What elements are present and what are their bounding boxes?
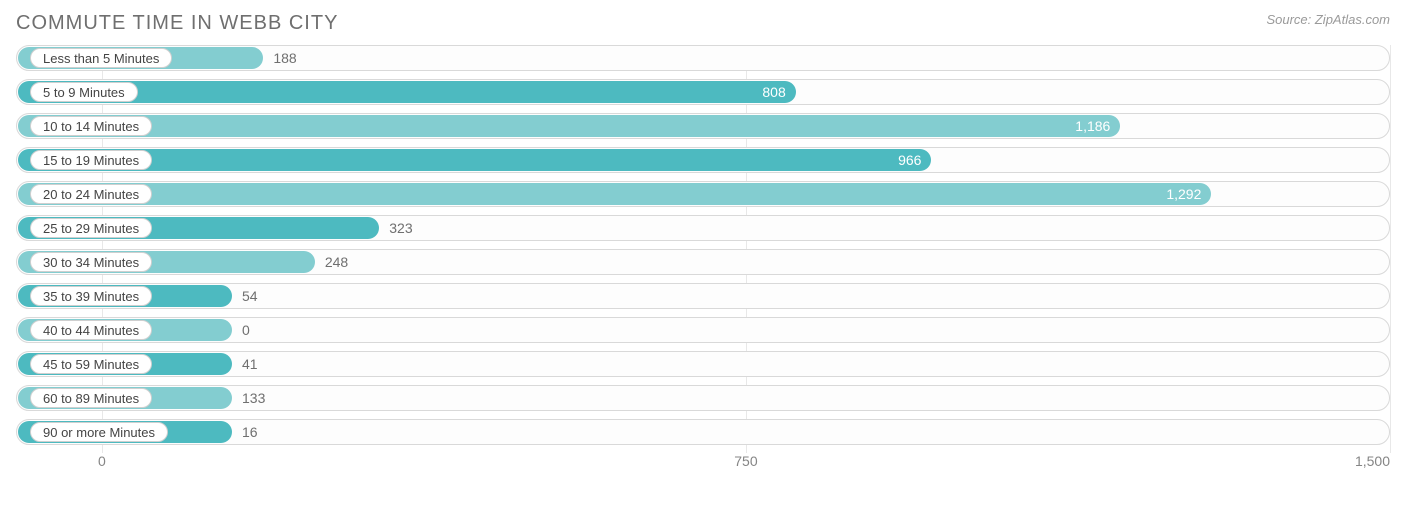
value-label: 248 [325,249,348,275]
category-label: 45 to 59 Minutes [30,354,152,374]
value-label: 54 [242,283,258,309]
value-label: 16 [242,419,258,445]
category-label: 10 to 14 Minutes [30,116,152,136]
value-label: 41 [242,351,258,377]
x-axis: 0 750 1,500 [16,453,1390,477]
bar-row: 25 to 29 Minutes 323 [16,215,1390,241]
category-label: 60 to 89 Minutes [30,388,152,408]
x-tick: 1,500 [1355,453,1390,469]
bar-row: 60 to 89 Minutes 133 [16,385,1390,411]
bar-fill [18,149,931,171]
bar-row: 45 to 59 Minutes 41 [16,351,1390,377]
bar-fill [18,183,1211,205]
category-label: 25 to 29 Minutes [30,218,152,238]
value-label: 966 [898,147,921,173]
value-label: 188 [273,45,296,71]
bar-row: 20 to 24 Minutes 1,292 [16,181,1390,207]
x-tick: 0 [98,453,106,469]
category-label: 35 to 39 Minutes [30,286,152,306]
category-label: 5 to 9 Minutes [30,82,138,102]
value-label: 1,186 [1075,113,1110,139]
category-label: 90 or more Minutes [30,422,168,442]
chart-container: COMMUTE TIME IN WEBB CITY Source: ZipAtl… [0,0,1406,522]
category-label: 30 to 34 Minutes [30,252,152,272]
bar-row: 40 to 44 Minutes 0 [16,317,1390,343]
category-label: Less than 5 Minutes [30,48,172,68]
value-label: 133 [242,385,265,411]
bar-row: 30 to 34 Minutes 248 [16,249,1390,275]
value-label: 0 [242,317,250,343]
bar-row: 5 to 9 Minutes 808 [16,79,1390,105]
bar-fill [18,115,1120,137]
bar-row: Less than 5 Minutes 188 [16,45,1390,71]
value-label: 808 [762,79,785,105]
bar-row: 15 to 19 Minutes 966 [16,147,1390,173]
chart-title: COMMUTE TIME IN WEBB CITY [16,12,338,35]
value-label: 1,292 [1166,181,1201,207]
source-label: Source: ZipAtlas.com [1266,12,1390,27]
value-label: 323 [389,215,412,241]
bar-row: 35 to 39 Minutes 54 [16,283,1390,309]
header: COMMUTE TIME IN WEBB CITY Source: ZipAtl… [16,12,1390,35]
category-label: 15 to 19 Minutes [30,150,152,170]
category-label: 40 to 44 Minutes [30,320,152,340]
chart-area: Less than 5 Minutes 188 5 to 9 Minutes 808 1… [16,45,1390,477]
x-tick: 750 [734,453,757,469]
gridline [1390,45,1391,453]
bar-row: 10 to 14 Minutes 1,186 [16,113,1390,139]
category-label: 20 to 24 Minutes [30,184,152,204]
bar-row: 90 or more Minutes 16 [16,419,1390,445]
